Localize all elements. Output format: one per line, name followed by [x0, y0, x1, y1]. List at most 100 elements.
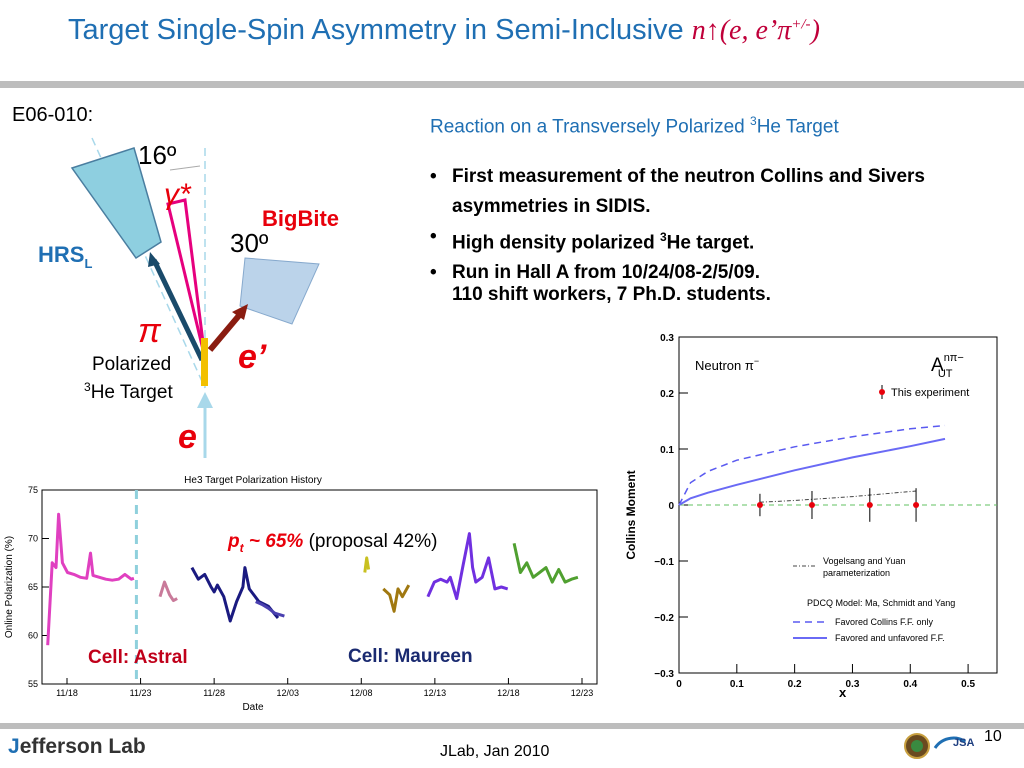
scattered-electron-arrow — [207, 310, 245, 352]
collins-y-tick-label: 0.3 — [660, 333, 674, 344]
polarization-chart-title: He3 Target Polarization History — [184, 475, 322, 486]
polarization-y-tick-label: 70 — [28, 534, 38, 544]
experiment-data-point — [808, 502, 815, 508]
bigbite-angle-label: 30º — [230, 228, 269, 258]
target-label-line1: Polarized — [92, 354, 171, 375]
collins-y-tick-label: −0.1 — [654, 557, 674, 568]
bullet-item: • Run in Hall A from 10/24/08-2/5/09. — [430, 262, 760, 284]
title-main: Target Single-Spin Asymmetry in Semi-Inc… — [68, 14, 692, 46]
polarization-x-ticks: 11/18 11/23 11/28 12/03 12/08 12/13 12/18 12/23 — [56, 678, 593, 698]
jefferson-lab-logo: Jefferson Lab — [8, 735, 146, 758]
slide-title: Target Single-Spin Asymmetry in Semi-Inc… — [68, 14, 820, 47]
beam-electron-label: e — [178, 418, 197, 456]
experiment-data-point — [866, 502, 873, 508]
collins-x-tick-label: 0.5 — [961, 679, 975, 690]
scattered-electron-arrowhead — [232, 304, 248, 320]
bullet-note: 110 shift workers, 7 Ph.D. students. — [452, 284, 771, 305]
collins-x-tick-label: 0 — [676, 679, 682, 690]
legend-pdcq: PDCQ Model: Ma, Schmidt and Yang — [807, 598, 955, 608]
collins-y-tick-label: 0.2 — [660, 389, 674, 400]
doe-seal-center-icon — [911, 740, 923, 752]
polarization-series-line — [382, 584, 411, 613]
polarization-y-tick-label: 65 — [28, 582, 38, 592]
experiment-code: E06-010: — [12, 104, 94, 126]
summary-bullets: • First measurement of the neutron Collin… — [428, 162, 992, 288]
bigbite-label: BigBite — [262, 206, 339, 231]
polarization-x-tick-label: 12/08 — [350, 688, 373, 698]
polarization-y-tick-label: 75 — [28, 485, 38, 495]
legend-favored-unfavored: Favored and unfavored F.F. — [835, 633, 945, 643]
target-cell — [201, 338, 208, 386]
collins-y-tick-label: −0.2 — [654, 613, 674, 624]
collins-x-tick-label: 0.4 — [903, 679, 917, 690]
collins-model-curve — [678, 424, 946, 506]
collins-y-tick-label: 0 — [668, 501, 674, 512]
polarization-series-line — [512, 542, 579, 584]
virtual-photon-triangle — [166, 198, 207, 359]
experiment-data-point — [756, 502, 763, 508]
collins-model-curve — [759, 490, 917, 503]
jsa-swoosh-icon — [933, 736, 967, 749]
footer-venue: JLab, Jan 2010 — [440, 743, 550, 760]
experiment-data-point — [913, 502, 920, 508]
partner-logos: JSA — [904, 733, 974, 759]
legend-experiment-marker — [879, 389, 885, 395]
collins-y-tick-label: −0.3 — [654, 669, 674, 680]
polarization-x-tick-label: 12/13 — [424, 688, 447, 698]
collins-x-tick-label: 0.3 — [846, 679, 860, 690]
bullet-item: • High density polarized 3He target. — [430, 226, 755, 254]
legend-favored-collins: Favored Collins F.F. only — [835, 617, 934, 627]
collins-x-axis-label: x — [839, 685, 847, 700]
reaction-subheading: Reaction on a Transversely Polarized 3He… — [430, 114, 839, 138]
bullet-item: • First measurement of the neutron Collin… — [430, 166, 925, 217]
collins-panel-label: Neutron π− — [695, 356, 759, 373]
collins-series — [678, 385, 997, 639]
collins-x-tick-label: 0.1 — [730, 679, 744, 690]
pion-label: π — [138, 312, 162, 350]
title-reaction: n↑(e, e’π+/-) — [691, 15, 820, 46]
polarization-x-axis-label: Date — [242, 702, 264, 713]
collins-x-ticks: 0 0.1 0.2 0.3 0.4 0.5 — [676, 664, 975, 690]
legend-vy-line1: Vogelsang and Yuan — [823, 556, 905, 566]
header-divider — [0, 81, 1024, 88]
collins-model-curve — [678, 437, 946, 506]
polarization-annotation: pt ~ 65% (proposal 42%) — [227, 531, 437, 555]
jsa-logo-icon: JSA — [953, 737, 974, 749]
polarization-series-line — [158, 580, 178, 603]
polarization-series — [46, 490, 579, 684]
collins-y-axis-label: Collins Moment — [624, 470, 638, 559]
target-label-line2: 3He Target — [84, 380, 173, 403]
polarization-y-axis-label: Online Polarization (%) — [4, 536, 15, 638]
angle-arc-hrs — [169, 165, 201, 171]
gamma-star-label: γ* — [164, 178, 192, 211]
polarization-history-chart: He3 Target Polarization History 55 60 65 70… — [4, 475, 598, 713]
collins-x-tick-label: 0.2 — [788, 679, 802, 690]
collins-moment-chart: 0.30.20.10−0.1−0.2−0.3 0 0.1 0.2 0.3 0.4 0.5 … — [624, 333, 998, 700]
polarization-x-tick-label: 11/18 — [56, 688, 78, 698]
polarization-series-line — [363, 556, 371, 573]
footer-divider — [0, 723, 1024, 729]
scattered-electron-label: e’ — [238, 338, 267, 376]
polarization-x-tick-label: 11/28 — [203, 688, 225, 698]
page-number: 10 — [984, 728, 1002, 745]
hrs-label: HRSL — [38, 242, 92, 271]
detector-diagram: 16º 30º γ* BigBite HRSL π e’ e Polarized… — [38, 137, 339, 458]
polarization-series-line — [46, 512, 135, 646]
polarization-x-tick-label: 12/23 — [571, 688, 594, 698]
legend-vy-line2: parameterization — [823, 568, 890, 578]
polarization-series-line — [255, 600, 285, 618]
legend-this-experiment: This experiment — [891, 387, 969, 399]
hrs-spectrometer-shape — [70, 147, 162, 260]
polarization-y-tick-label: 55 — [28, 679, 38, 689]
collins-asym-label: Anπ− UT — [931, 352, 964, 380]
cell-astral-label: Cell: Astral — [88, 647, 188, 668]
bigbite-spectrometer-shape — [239, 257, 320, 325]
pion-arrow — [151, 258, 205, 362]
polarization-x-tick-label: 12/03 — [276, 688, 299, 698]
collins-y-tick-label: 0.1 — [660, 445, 674, 456]
collins-y-ticks: 0.3 0.2 0.1 0 −0.1 −0.2 −0.3 — [654, 333, 688, 680]
polarization-series-line — [426, 532, 509, 601]
polarization-y-ticks: 55 60 65 70 75 — [28, 485, 49, 689]
polarization-y-tick-label: 60 — [28, 631, 38, 641]
polarization-x-tick-label: 12/18 — [497, 688, 520, 698]
